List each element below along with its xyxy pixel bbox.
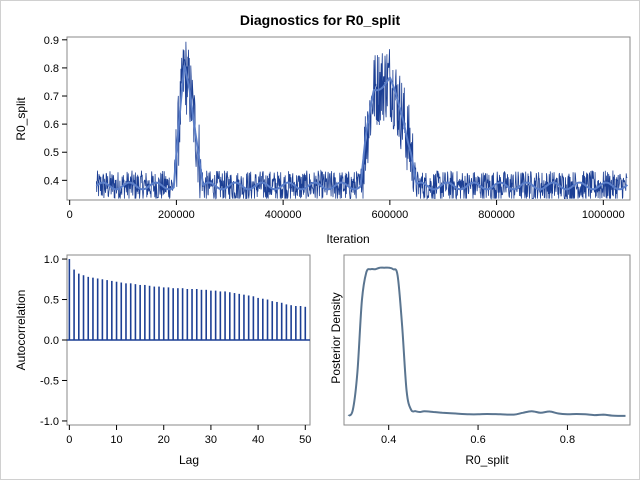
trace-plot-frame	[66, 36, 631, 201]
trace-y-tick-label: 0.9	[44, 35, 59, 47]
density-y-axis-label: Posterior Density	[329, 292, 343, 383]
trace-x-tick-label: 600000	[371, 209, 408, 221]
density-plot-frame	[343, 254, 631, 426]
trace-plot-panel: 0.4 0.5 0.6 0.7 0.8 0.9 0 200000 400000 600000 80…	[14, 35, 631, 246]
autocorrelation-x-tick-label: 0	[66, 434, 72, 446]
autocorrelation-y-tick-label: 0.0	[44, 335, 59, 347]
autocorrelation-x-tick-label: 20	[158, 434, 170, 446]
density-x-axis-label: R0_split	[465, 453, 509, 467]
trace-series	[95, 41, 629, 201]
density-curve	[347, 266, 626, 417]
trace-x-tick-label: 800000	[478, 209, 515, 221]
autocorrelation-plot-panel: -1.0 -0.5 0.0 0.5 1.0 0 10 20 30 40 50 Lag Autoco…	[14, 254, 311, 467]
figure-title: Diagnostics for R0_split	[240, 12, 401, 28]
autocorrelation-y-tick-label: 0.5	[44, 295, 59, 307]
trace-y-tick-label: 0.4	[44, 175, 59, 187]
autocorrelation-x-axis: 0 10 20 30 40 50	[66, 425, 311, 446]
density-plot-panel: 0.4 0.6 0.8 R0_split Posterior Density	[329, 254, 631, 467]
trace-x-tick-label: 0	[67, 209, 73, 221]
trace-y-tick-label: 0.8	[44, 63, 59, 75]
autocorrelation-bars	[67, 259, 310, 341]
trace-x-axis: 0 200000 400000 600000 800000 1000000	[67, 200, 625, 221]
autocorrelation-x-axis-label: Lag	[179, 453, 199, 467]
trace-x-tick-label: 1000000	[582, 209, 625, 221]
trace-y-axis: 0.4 0.5 0.6 0.7 0.8 0.9	[44, 35, 67, 187]
autocorrelation-y-tick-label: -0.5	[40, 375, 59, 387]
autocorrelation-x-tick-label: 10	[110, 434, 122, 446]
density-x-axis: 0.4 0.6 0.8	[381, 425, 575, 446]
autocorrelation-y-axis-label: Autocorrelation	[14, 290, 28, 371]
trace-x-axis-label: Iteration	[326, 232, 369, 246]
trace-smooth-line	[95, 65, 629, 191]
density-series	[347, 266, 626, 417]
autocorrelation-y-tick-label: 1.0	[44, 254, 59, 266]
trace-y-tick-label: 0.6	[44, 119, 59, 131]
trace-line	[96, 41, 628, 201]
trace-x-tick-label: 400000	[265, 209, 302, 221]
autocorrelation-x-tick-label: 50	[299, 434, 311, 446]
autocorrelation-x-tick-label: 40	[252, 434, 264, 446]
density-x-tick-label: 0.6	[470, 434, 485, 446]
trace-x-tick-label: 200000	[158, 209, 195, 221]
trace-y-axis-label: R0_split	[14, 97, 28, 141]
trace-y-tick-label: 0.7	[44, 91, 59, 103]
trace-y-tick-label: 0.5	[44, 147, 59, 159]
autocorrelation-x-tick-label: 30	[205, 434, 217, 446]
density-x-tick-label: 0.8	[560, 434, 575, 446]
autocorrelation-y-tick-label: -1.0	[40, 416, 59, 428]
autocorrelation-y-axis: -1.0 -0.5 0.0 0.5 1.0	[40, 254, 67, 428]
density-x-tick-label: 0.4	[381, 434, 396, 446]
